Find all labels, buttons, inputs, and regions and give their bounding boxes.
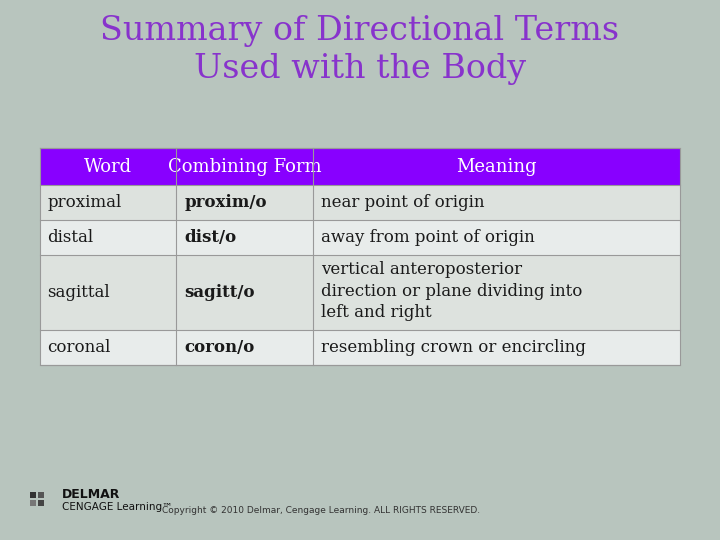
Text: Word: Word (84, 158, 132, 176)
Text: resembling crown or encircling: resembling crown or encircling (321, 339, 586, 356)
Text: CENGAGE Learning™: CENGAGE Learning™ (62, 502, 173, 512)
Bar (30, 492, 36, 498)
Text: Combining Form: Combining Form (168, 158, 322, 176)
Text: dist/o: dist/o (184, 229, 237, 246)
Text: Summary of Directional Terms
Used with the Body: Summary of Directional Terms Used with t… (100, 15, 620, 85)
Bar (40, 330, 680, 365)
Bar (40, 148, 680, 185)
Text: sagittal: sagittal (48, 284, 110, 301)
Text: coronal: coronal (48, 339, 111, 356)
Text: vertical anteroposterior
direction or plane dividing into
left and right: vertical anteroposterior direction or pl… (321, 261, 582, 321)
Text: Meaning: Meaning (456, 158, 537, 176)
Bar (40, 255, 680, 330)
Text: away from point of origin: away from point of origin (321, 229, 535, 246)
Text: DELMAR: DELMAR (62, 488, 120, 501)
Bar (38, 492, 44, 498)
Text: coron/o: coron/o (184, 339, 255, 356)
Bar (38, 500, 44, 506)
Bar (40, 220, 680, 255)
Text: proxim/o: proxim/o (184, 194, 267, 211)
Text: distal: distal (48, 229, 94, 246)
Text: sagitt/o: sagitt/o (184, 284, 255, 301)
Text: near point of origin: near point of origin (321, 194, 485, 211)
Text: proximal: proximal (48, 194, 122, 211)
Bar (30, 500, 36, 506)
Text: Copyright © 2010 Delmar, Cengage Learning. ALL RIGHTS RESERVED.: Copyright © 2010 Delmar, Cengage Learnin… (162, 506, 480, 515)
Bar (40, 185, 680, 220)
